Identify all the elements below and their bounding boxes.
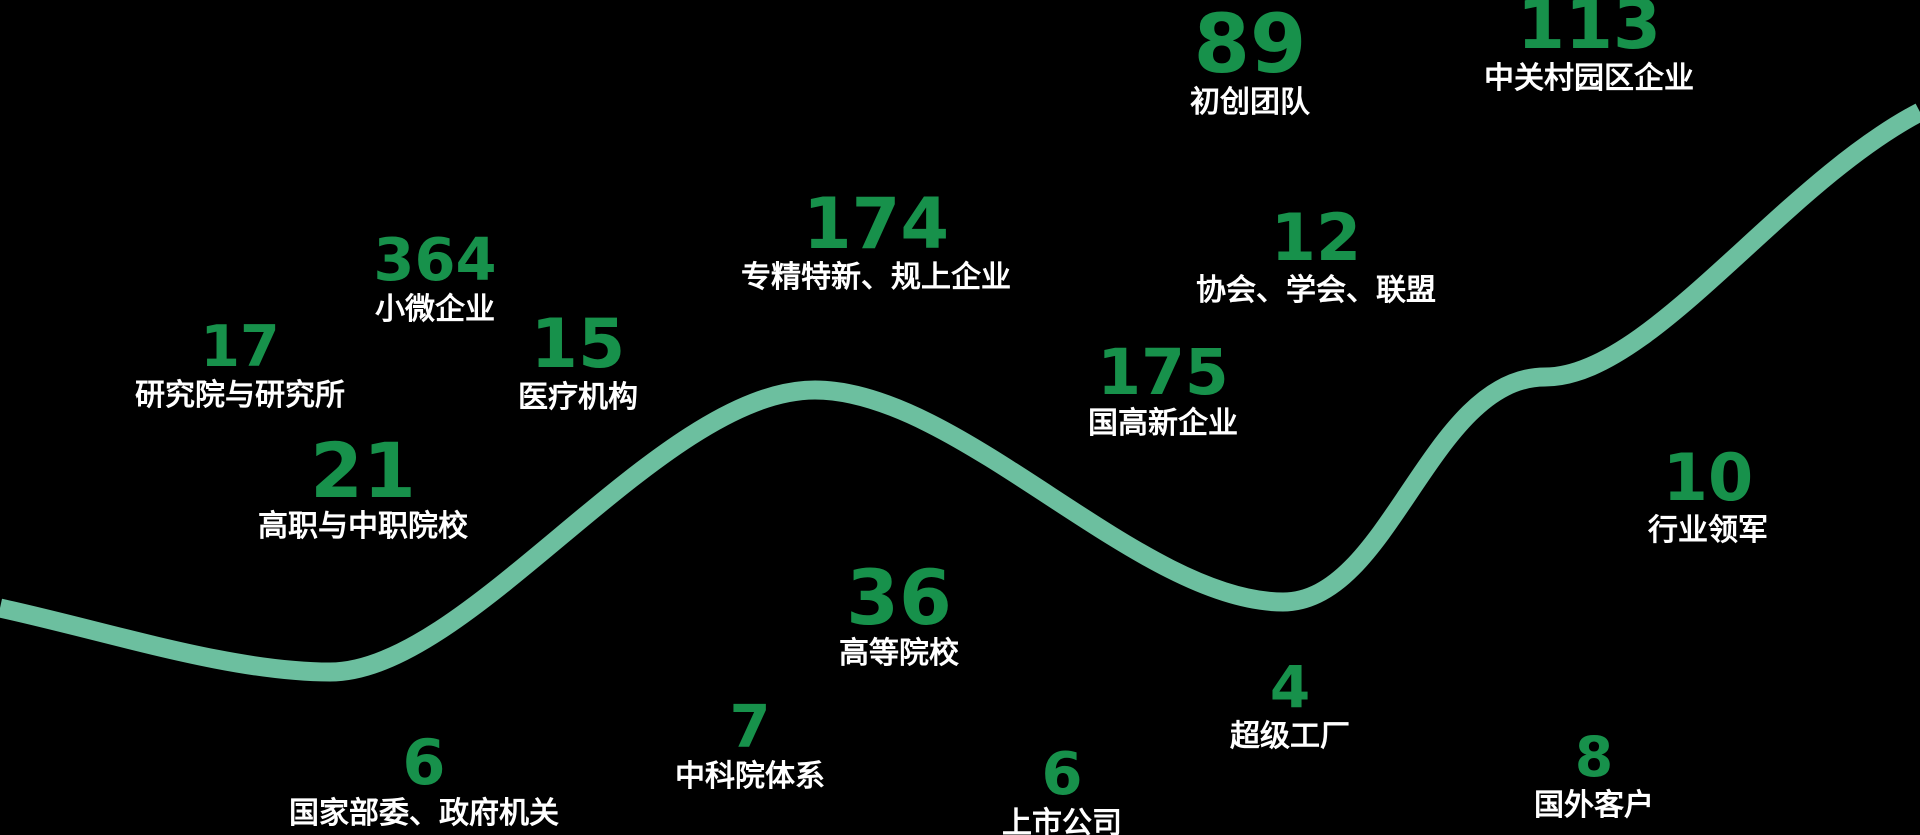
stat-value: 175 — [1097, 336, 1229, 409]
stat-item: 17 研究院与研究所 — [135, 314, 345, 413]
wave-curve-path — [0, 103, 1920, 682]
stat-item: 89 初创团队 — [1190, 0, 1310, 120]
stat-item: 7 中科院体系 — [675, 692, 825, 794]
stat-value: 6 — [402, 726, 446, 799]
stat-label: 超级工厂 — [1230, 719, 1350, 754]
stat-value: 17 — [200, 314, 280, 380]
stat-value: 7 — [729, 692, 771, 761]
stat-label: 行业领军 — [1648, 513, 1768, 548]
stat-item: 15 医疗机构 — [518, 305, 638, 415]
stat-label: 研究院与研究所 — [135, 378, 345, 413]
stat-label: 国家部委、政府机关 — [289, 796, 559, 831]
stat-value: 364 — [373, 225, 497, 294]
stat-label: 中关村园区企业 — [1484, 61, 1694, 96]
stat-value: 174 — [802, 183, 950, 265]
stat-item: 21 高职与中职院校 — [258, 426, 468, 544]
stat-value: 89 — [1193, 0, 1307, 92]
stat-value: 4 — [1269, 653, 1311, 721]
stat-item: 36 高等院校 — [839, 553, 959, 671]
stat-item: 4 超级工厂 — [1230, 653, 1350, 754]
stat-item: 8 国外客户 — [1534, 725, 1654, 823]
stat-item: 6 国家部委、政府机关 — [289, 726, 559, 831]
stat-value: 36 — [846, 553, 952, 642]
stat-item: 12 协会、学会、联盟 — [1196, 201, 1436, 308]
stat-label: 国外客户 — [1534, 788, 1654, 823]
stat-value: 8 — [1574, 725, 1614, 789]
stat-item: 174 专精特新、规上企业 — [741, 183, 1011, 295]
stat-label: 专精特新、规上企业 — [741, 260, 1011, 295]
stat-item: 113 中关村园区企业 — [1484, 0, 1694, 96]
stat-label: 高职与中职院校 — [258, 509, 468, 544]
stat-label: 高等院校 — [839, 636, 959, 671]
stat-value: 113 — [1516, 0, 1662, 65]
stat-item: 10 行业领军 — [1648, 441, 1768, 548]
stat-value: 10 — [1662, 441, 1754, 516]
stat-item: 6 上市公司 — [1002, 739, 1122, 835]
stat-item: 364 小微企业 — [373, 225, 497, 327]
stat-value: 15 — [530, 305, 626, 384]
stat-label: 协会、学会、联盟 — [1196, 273, 1436, 308]
stat-label: 小微企业 — [374, 292, 495, 327]
stat-value: 6 — [1041, 739, 1083, 808]
stat-value: 21 — [310, 426, 416, 515]
stat-item: 175 国高新企业 — [1088, 336, 1238, 441]
stat-label: 上市公司 — [1002, 806, 1122, 835]
stat-label: 初创团队 — [1190, 85, 1310, 120]
stat-label: 国高新企业 — [1088, 406, 1238, 441]
stat-label: 医疗机构 — [518, 380, 638, 415]
stat-label: 中科院体系 — [675, 759, 825, 794]
stat-value: 12 — [1270, 201, 1362, 276]
